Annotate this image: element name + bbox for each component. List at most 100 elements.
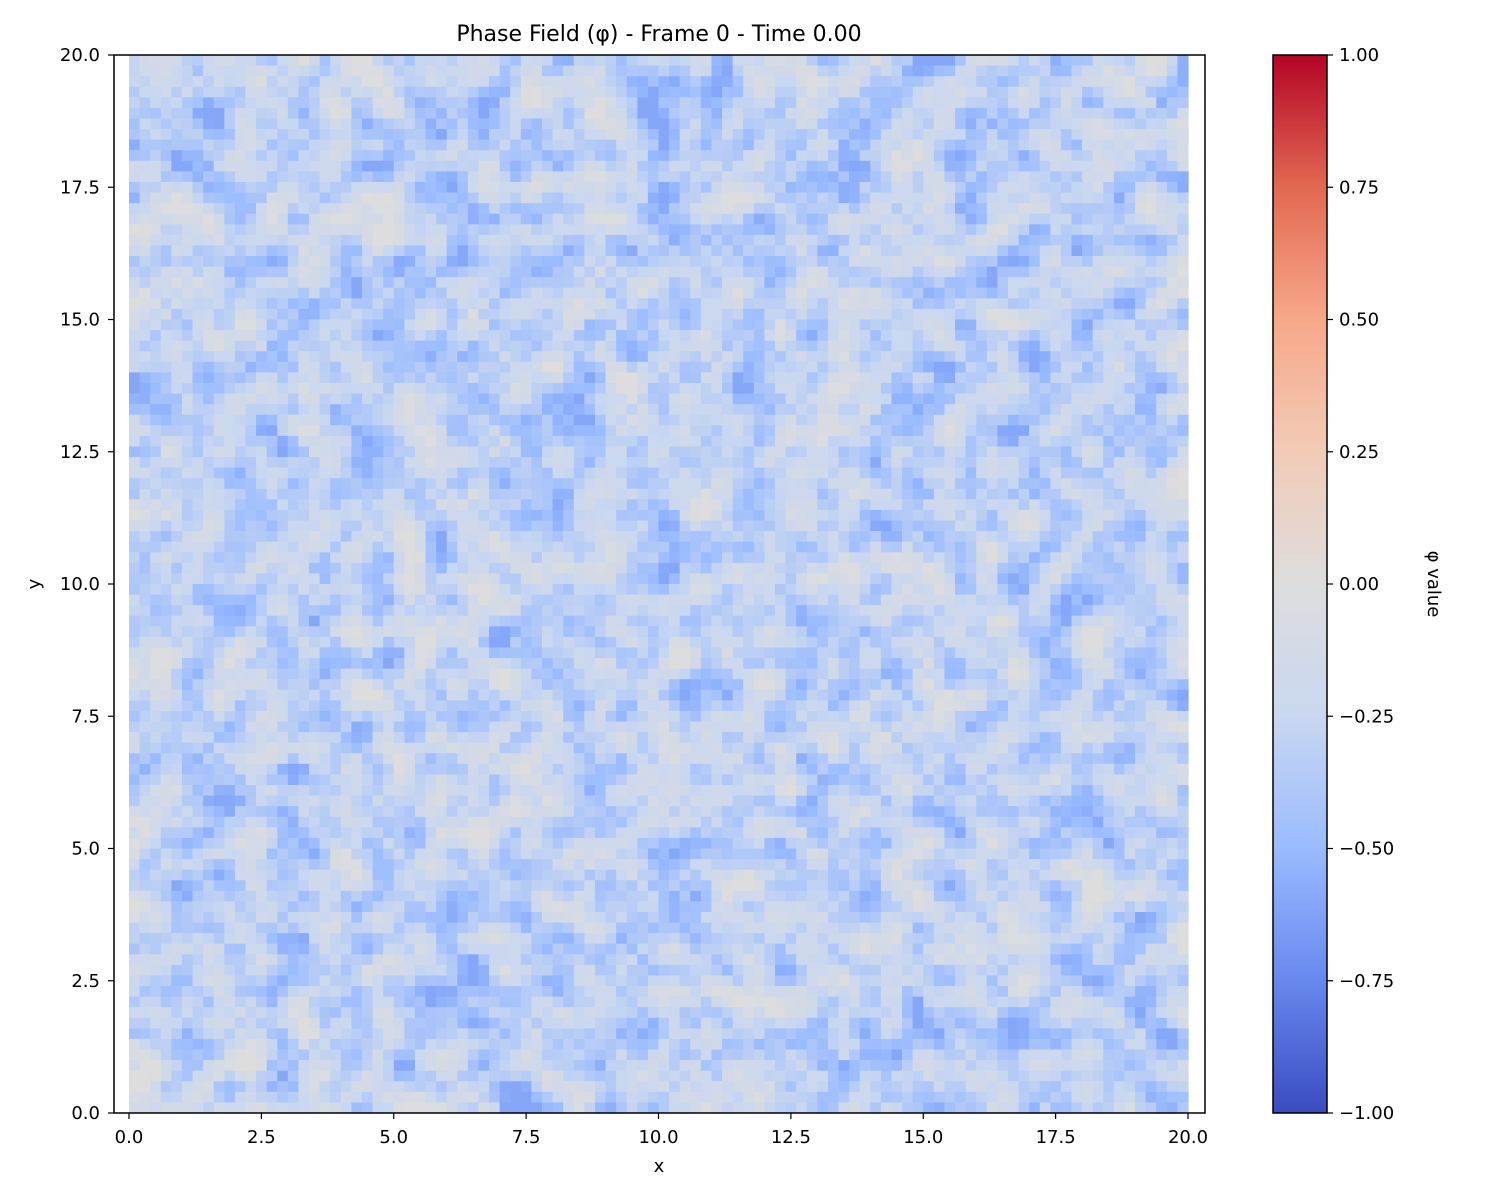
heatmap-cell [1039,298,1051,310]
heatmap-cell [997,414,1009,426]
heatmap-cell [1060,393,1073,405]
heatmap-cell [573,181,585,194]
heatmap-cell [1071,55,1083,67]
heatmap-cell [859,467,871,479]
heatmap-cell [213,287,225,299]
heatmap-cell [414,541,427,553]
heatmap-cell [637,446,649,458]
heatmap-cell [245,192,257,204]
heatmap-cell [1007,488,1020,500]
heatmap-cell [531,340,543,352]
heatmap-cell [192,541,204,553]
heatmap-cell [499,97,511,109]
heatmap-cell [309,234,321,247]
heatmap-cell [1103,55,1115,67]
heatmap-cell [266,404,278,416]
heatmap-cell [732,404,744,416]
heatmap-cell [902,361,914,373]
heatmap-cell [181,298,194,310]
heatmap-cell [1092,319,1104,331]
heatmap-cell [1060,509,1073,522]
heatmap-cell [351,150,363,162]
heatmap-cell [330,351,342,363]
heatmap-cell [584,139,596,151]
heatmap-cell [446,531,458,543]
heatmap-cell [584,351,596,363]
heatmap-cell [806,65,818,77]
heatmap-cell [510,435,522,448]
heatmap-cell [1103,361,1115,373]
heatmap-cell [224,404,236,416]
heatmap-cell [743,266,755,278]
heatmap-cell [594,425,607,437]
heatmap-cell [245,118,257,130]
heatmap-cell [594,404,607,416]
heatmap-cell [669,65,681,77]
heatmap-cell [298,266,310,278]
heatmap-cell [1060,446,1073,458]
heatmap-cell [531,277,543,289]
heatmap-cell [1018,446,1030,458]
heatmap-cell [489,520,501,532]
heatmap-cell [383,192,395,204]
heatmap-cell [1166,234,1179,247]
heatmap-cell [287,160,300,172]
heatmap-cell [351,76,363,88]
heatmap-cell [1166,488,1179,500]
heatmap-cell [1156,277,1168,289]
heatmap-cell [1007,97,1020,109]
heatmap-cell [933,467,946,479]
heatmap-cell [722,531,734,543]
heatmap-cell [542,393,554,405]
heatmap-cell [542,65,554,77]
heatmap-cell [563,446,575,458]
heatmap-cell [923,181,935,194]
heatmap-cell [1135,393,1147,405]
heatmap-cell [616,150,628,162]
heatmap-cell [1071,457,1083,469]
heatmap-cell [319,531,331,543]
heatmap-cell [319,435,331,448]
heatmap-cell [722,65,734,77]
heatmap-cell [806,330,818,342]
heatmap-cell [478,129,490,141]
heatmap-cell [489,287,501,299]
heatmap-cell [838,298,850,310]
heatmap-cell [129,361,141,373]
heatmap-cell [732,457,744,469]
heatmap-cell [1166,319,1179,331]
heatmap-cell [1018,234,1030,247]
heatmap-cell [1145,425,1157,437]
heatmap-cell [361,129,374,141]
heatmap-cell [1039,277,1051,289]
heatmap-cell [1113,393,1126,405]
heatmap-cell [1082,129,1094,141]
heatmap-cell [669,171,681,183]
heatmap-cell [266,150,278,162]
heatmap-cell [933,351,946,363]
heatmap-cell [1018,160,1030,172]
heatmap-cell [584,361,596,373]
heatmap-cell [965,266,977,278]
heatmap-cell [997,340,1009,352]
heatmap-cell [309,277,321,289]
heatmap-cell [1103,520,1115,532]
heatmap-cell [1135,351,1147,363]
heatmap-cell [944,287,956,299]
heatmap-cell [531,552,543,564]
heatmap-cell [933,277,946,289]
heatmap-cell [1145,435,1157,448]
heatmap-cell [1039,382,1051,395]
heatmap-cell [785,192,797,204]
heatmap-cell [838,509,850,522]
heatmap-cell [351,435,363,448]
heatmap-cell [700,55,713,67]
heatmap-cell [722,287,734,299]
heatmap-cell [266,340,278,352]
heatmap-cell [870,139,882,151]
heatmap-cell [383,457,395,469]
heatmap-cell [849,499,861,511]
heatmap-cell [997,319,1009,331]
heatmap-cell [637,181,649,194]
heatmap-cell [563,330,575,342]
